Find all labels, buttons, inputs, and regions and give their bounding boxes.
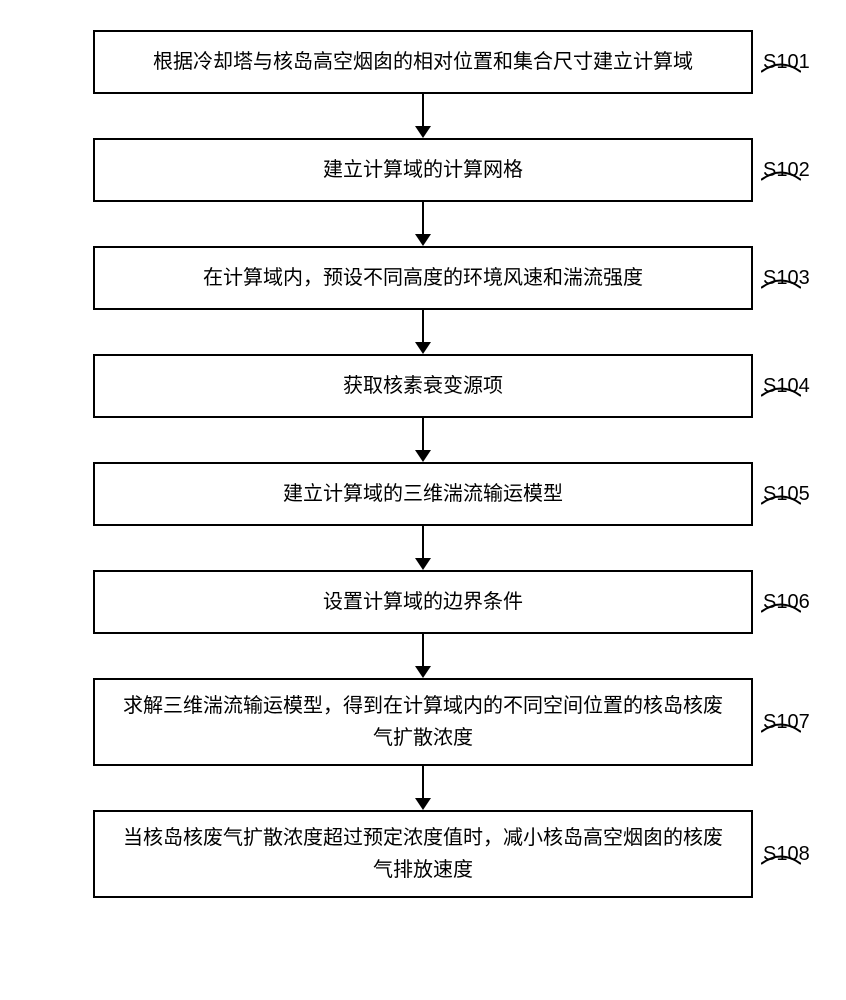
step-box-s105: 建立计算域的三维湍流输运模型 — [93, 462, 753, 526]
step-text: 根据冷却塔与核岛高空烟囱的相对位置和集合尺寸建立计算域 — [153, 51, 693, 73]
step-label-s105: S105 — [763, 483, 810, 506]
step-row-8: 当核岛核废气扩散浓度超过预定浓度值时，减小核岛高空烟囱的核废气排放速度 S108 — [40, 810, 806, 898]
step-row-7: 求解三维湍流输运模型，得到在计算域内的不同空间位置的核岛核废气扩散浓度 S107 — [40, 678, 806, 766]
step-box-s103: 在计算域内，预设不同高度的环境风速和湍流强度 — [93, 246, 753, 310]
arrow-connector — [415, 526, 431, 570]
step-text: 设置计算域的边界条件 — [323, 591, 523, 613]
step-text: 建立计算域的计算网格 — [323, 159, 523, 181]
step-box-s106: 设置计算域的边界条件 — [93, 570, 753, 634]
step-label-s107: S107 — [763, 711, 810, 734]
step-box-s104: 获取核素衰变源项 — [93, 354, 753, 418]
step-text: 获取核素衰变源项 — [343, 375, 503, 397]
step-text: 当核岛核废气扩散浓度超过预定浓度值时，减小核岛高空烟囱的核废气排放速度 — [123, 827, 723, 881]
step-row-6: 设置计算域的边界条件 S106 — [40, 570, 806, 634]
step-box-s101: 根据冷却塔与核岛高空烟囱的相对位置和集合尺寸建立计算域 — [93, 30, 753, 94]
step-label-s101: S101 — [763, 51, 810, 74]
step-label-s104: S104 — [763, 375, 810, 398]
arrow-connector — [415, 94, 431, 138]
step-text: 在计算域内，预设不同高度的环境风速和湍流强度 — [203, 267, 643, 289]
step-row-5: 建立计算域的三维湍流输运模型 S105 — [40, 462, 806, 526]
step-label-s103: S103 — [763, 267, 810, 290]
step-row-1: 根据冷却塔与核岛高空烟囱的相对位置和集合尺寸建立计算域 S101 — [40, 30, 806, 94]
flowchart-container: 根据冷却塔与核岛高空烟囱的相对位置和集合尺寸建立计算域 S101 建立计算域的计… — [40, 30, 806, 898]
step-text: 求解三维湍流输运模型，得到在计算域内的不同空间位置的核岛核废气扩散浓度 — [123, 695, 723, 749]
step-box-s108: 当核岛核废气扩散浓度超过预定浓度值时，减小核岛高空烟囱的核废气排放速度 — [93, 810, 753, 898]
step-label-s102: S102 — [763, 159, 810, 182]
step-row-2: 建立计算域的计算网格 S102 — [40, 138, 806, 202]
arrow-connector — [415, 202, 431, 246]
step-text: 建立计算域的三维湍流输运模型 — [283, 483, 563, 505]
arrow-connector — [415, 418, 431, 462]
step-row-3: 在计算域内，预设不同高度的环境风速和湍流强度 S103 — [40, 246, 806, 310]
step-box-s102: 建立计算域的计算网格 — [93, 138, 753, 202]
step-box-s107: 求解三维湍流输运模型，得到在计算域内的不同空间位置的核岛核废气扩散浓度 — [93, 678, 753, 766]
step-row-4: 获取核素衰变源项 S104 — [40, 354, 806, 418]
arrow-connector — [415, 634, 431, 678]
step-label-s106: S106 — [763, 591, 810, 614]
arrow-connector — [415, 766, 431, 810]
step-label-s108: S108 — [763, 843, 810, 866]
arrow-connector — [415, 310, 431, 354]
